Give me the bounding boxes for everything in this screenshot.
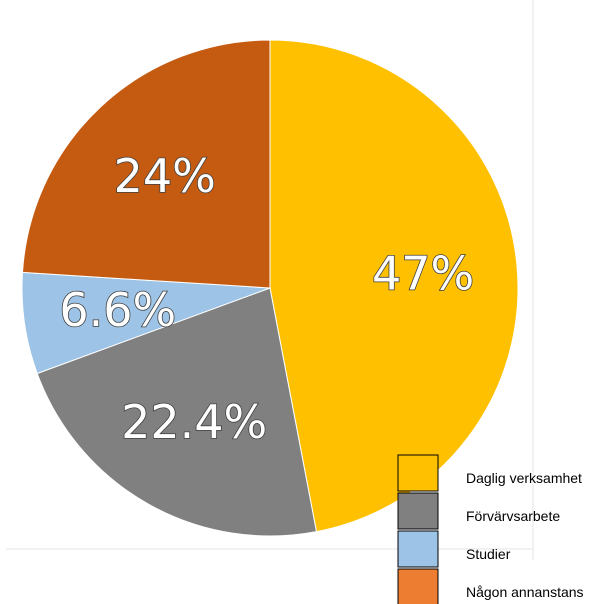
- pie-slice-nagon-annanstans: [21, 39, 271, 289]
- legend-swatch-nagon-annanstans: [397, 568, 439, 604]
- legend-swatch-studier: [397, 530, 439, 568]
- data-label-studier: 6.6%: [59, 283, 176, 337]
- data-label-forvarvsarbete: 22.4%: [121, 395, 267, 449]
- legend-swatch-forvarvsarbete: [397, 492, 439, 530]
- data-label-nagon-annanstans: 24%: [114, 149, 216, 203]
- data-label-daglig-verksamhet: 47%: [372, 247, 474, 301]
- pie-data-labels: 47% 22.4% 6.6% 24%: [59, 148, 475, 449]
- pie-slices: [21, 39, 519, 537]
- legend-label-forvarvsarbete: Förvärvsarbete: [466, 508, 560, 524]
- legend: Daglig verksamhet Förvärvsarbete Studier Nå…: [397, 454, 584, 604]
- legend-item-forvarvsarbete: Förvärvsarbete: [397, 492, 560, 530]
- legend-label-nagon-annanstans: Någon annanstans: [466, 584, 584, 600]
- legend-item-nagon-annanstans: Någon annanstans: [397, 568, 584, 604]
- pie-slice-forvarvsarbete: [36, 287, 318, 537]
- legend-label-studier: Studier: [466, 546, 511, 562]
- legend-item-daglig-verksamhet: Daglig verksamhet: [397, 454, 582, 492]
- legend-swatch-daglig-verksamhet: [397, 454, 439, 492]
- legend-label-daglig-verksamhet: Daglig verksamhet: [466, 470, 582, 486]
- legend-item-studier: Studier: [397, 530, 511, 568]
